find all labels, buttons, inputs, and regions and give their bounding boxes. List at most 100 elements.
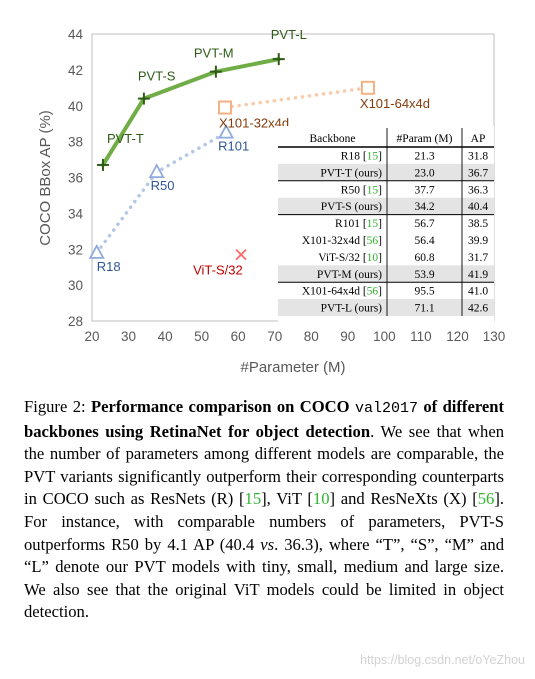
x-tick-label: 60 — [231, 329, 246, 344]
x-tick-label: 110 — [410, 329, 432, 344]
caption-text-2: ], ViT [ — [261, 489, 313, 509]
resnet-triangle-marker — [88, 243, 105, 259]
table-cell-backbone: PVT-L (ours) — [321, 303, 383, 315]
caption-citation[interactable]: 15 — [244, 489, 262, 509]
caption-vs: vs — [260, 534, 275, 554]
table-cell-param: 71.1 — [414, 303, 434, 315]
x-tick-label: 30 — [121, 329, 136, 344]
x-tick-label: 20 — [84, 329, 99, 344]
y-tick-label: 32 — [68, 242, 83, 257]
x-tick-label: 130 — [483, 329, 506, 344]
table-cell-backbone: X101-32x4d [56] — [302, 235, 382, 247]
table-cell-ap: 38.5 — [468, 218, 488, 230]
y-tick-label: 36 — [68, 171, 83, 186]
data-point-label: X101-64x4d — [360, 96, 430, 111]
table-cell-ap: 42.6 — [468, 303, 488, 315]
pvt-plus-marker — [209, 65, 222, 78]
marker-stroke — [235, 248, 247, 261]
table-cell-backbone: PVT-T (ours) — [320, 167, 382, 179]
x-tick-label: 80 — [304, 329, 319, 344]
table-row-highlight — [278, 299, 494, 316]
resnet-triangle-marker — [148, 163, 165, 179]
y-tick-label: 38 — [68, 135, 83, 150]
table-citation: 15 — [367, 151, 379, 163]
table-row-highlight — [278, 163, 494, 181]
performance-chart: 20 30 40 50 60 70 80 90 100 110 120 130 28 30 32 34 36 38… — [37, 27, 505, 376]
table-citation: 10 — [367, 252, 379, 264]
table-cell-backbone: R50 [15] — [341, 184, 382, 196]
table-citation: 56 — [367, 286, 379, 298]
table-row-highlight — [278, 197, 494, 215]
table-cell-ap: 36.3 — [468, 184, 488, 196]
pvt-plus-marker — [272, 53, 285, 66]
caption-prefix: Figure 2: — [24, 397, 91, 416]
table-cell-param: 23.0 — [414, 167, 434, 179]
table-cell-param: 53.9 — [414, 269, 434, 281]
table-header-cell: #Param (M) — [397, 133, 453, 145]
resnet-triangle-marker — [218, 123, 235, 139]
chart-series: R18 R50 R101 X101-32x4d X101-64x4d PVT-T PVT-S… — [88, 27, 430, 278]
caption-text-1: . We see that when the number of paramet… — [24, 421, 505, 509]
table-header-cell: Backbone — [310, 133, 356, 145]
table-row-highlight — [278, 265, 494, 283]
table-cell-backbone: R101 [15] — [335, 218, 382, 230]
caption-citation[interactable]: 56 — [477, 489, 495, 509]
data-point-label: R50 — [151, 178, 175, 193]
pvt-plus-marker — [96, 158, 109, 171]
chart-axes: 20 30 40 50 60 70 80 90 100 110 120 130 28 30 32 34 36 38… — [68, 27, 505, 344]
x-tick-label: 70 — [267, 329, 282, 344]
table-cell-backbone: R18 [15] — [341, 151, 382, 163]
x-tick-label: 40 — [158, 329, 173, 344]
table-cell-param: 21.3 — [414, 151, 434, 163]
x-tick-label: 90 — [340, 329, 355, 344]
resnext-series-line — [223, 86, 370, 110]
table-cell-param: 60.8 — [414, 252, 434, 264]
y-axis-label: COCO BBox AP (%) — [37, 110, 54, 246]
table-citation: 56 — [367, 235, 379, 247]
y-tick-label: 34 — [68, 206, 84, 221]
data-point-label: ViT-S/32 — [193, 263, 243, 278]
table-cell-backbone: ViT-S/32 [10] — [318, 252, 382, 264]
caption-text-5: . 36.3), where “T”, “S”, “M” and “L” den… — [24, 534, 504, 622]
table-cell-param: 95.5 — [414, 286, 434, 298]
table-citation: 15 — [367, 184, 379, 196]
results-table: Backbone #Param (M) AP R18 [15] 21.3 31.8 PVT-… — [278, 126, 494, 325]
table-citation: 15 — [367, 218, 379, 230]
table-cell-ap: 31.8 — [468, 151, 488, 163]
table-cell-param: 37.7 — [414, 184, 434, 196]
data-point-label: X101-32x4d — [219, 116, 289, 131]
x-axis-label: #Parameter (M) — [240, 359, 345, 376]
data-point-label: PVT-S — [138, 69, 176, 84]
caption-citation[interactable]: 10 — [312, 489, 330, 509]
caption-text-3: ] and ResNeXts (X) [ — [329, 489, 478, 509]
table-cell-ap: 31.7 — [468, 252, 488, 264]
data-point-label: R18 — [97, 259, 121, 274]
table-header-cell: AP — [471, 133, 486, 145]
table-cell-param: 56.7 — [414, 218, 434, 230]
table-cell-ap: 40.4 — [468, 201, 488, 213]
table-cell-ap: 39.9 — [468, 235, 488, 247]
x-tick-label: 50 — [194, 329, 209, 344]
data-point-label: PVT-L — [271, 27, 307, 42]
vit-x-marker — [235, 248, 247, 261]
x-tick-label: 120 — [446, 329, 469, 344]
table-cell-param: 56.4 — [414, 235, 434, 247]
y-tick-label: 44 — [68, 27, 84, 42]
caption-bold-title-2: of different backbones using RetinaNet f… — [24, 397, 505, 441]
caption-text-4: ]. For instance, with comparable numbers… — [24, 489, 504, 554]
table-cell-ap: 41.9 — [468, 269, 488, 281]
resnext-square-marker — [360, 80, 375, 95]
figure-caption: Figure 2: Performance comparison on COCO… — [24, 396, 504, 624]
table-cell-ap: 36.7 — [468, 167, 488, 179]
table-cell-backbone: PVT-M (ours) — [317, 269, 382, 281]
x-tick-label: 100 — [373, 329, 396, 344]
y-tick-label: 28 — [68, 314, 83, 329]
caption-bold-title-1: Performance comparison on COCO — [91, 397, 350, 416]
table-cell-backbone: X101-64x4d [56] — [302, 286, 382, 298]
data-point-label: PVT-T — [107, 131, 144, 146]
y-tick-label: 42 — [68, 63, 83, 78]
y-tick-label: 40 — [68, 99, 83, 114]
y-tick-label: 30 — [68, 278, 83, 293]
watermark: https://blog.csdn.net/oYeZhou — [360, 653, 525, 667]
pvt-series-line — [100, 57, 281, 167]
